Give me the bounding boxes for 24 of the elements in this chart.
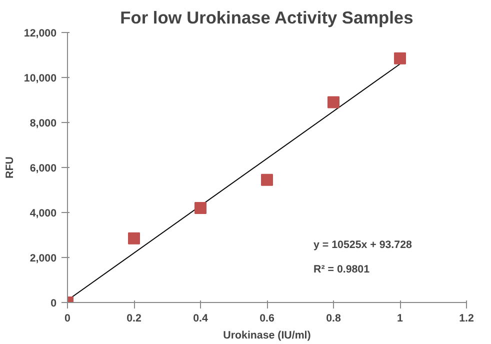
y-tick-label: 4,000: [30, 208, 57, 220]
y-tick-label: 10,000: [24, 72, 57, 84]
x-tick-label: 0.6: [260, 312, 274, 324]
chart-title: For low Urokinase Activity Samples: [120, 8, 414, 28]
x-tick-label: 0: [64, 312, 71, 324]
point: [128, 232, 140, 244]
x-tick-label: 0.4: [193, 312, 208, 324]
point: [394, 52, 406, 64]
y-tick-label: 2,000: [30, 252, 57, 264]
x-tick-label: 0.2: [126, 312, 142, 324]
x-axis-title: Urokinase (IU/ml): [223, 330, 312, 342]
point: [194, 202, 206, 214]
x-tick-label: 1: [397, 312, 404, 324]
y-tick-label: 8,000: [30, 118, 57, 130]
y-tick-label: 0: [50, 298, 57, 310]
y-axis-title: RFU: [4, 156, 16, 178]
y-tick-label: 6,000: [30, 162, 57, 174]
point: [261, 174, 273, 186]
annotation: R² = 0.9801: [314, 264, 370, 276]
annotation: y = 10525x + 93.728: [314, 238, 412, 251]
x-tick-label: 1.2: [459, 312, 474, 324]
y-tick-label: 12,000: [24, 28, 57, 40]
point: [328, 96, 340, 108]
x-tick-label: 0.8: [326, 312, 341, 324]
